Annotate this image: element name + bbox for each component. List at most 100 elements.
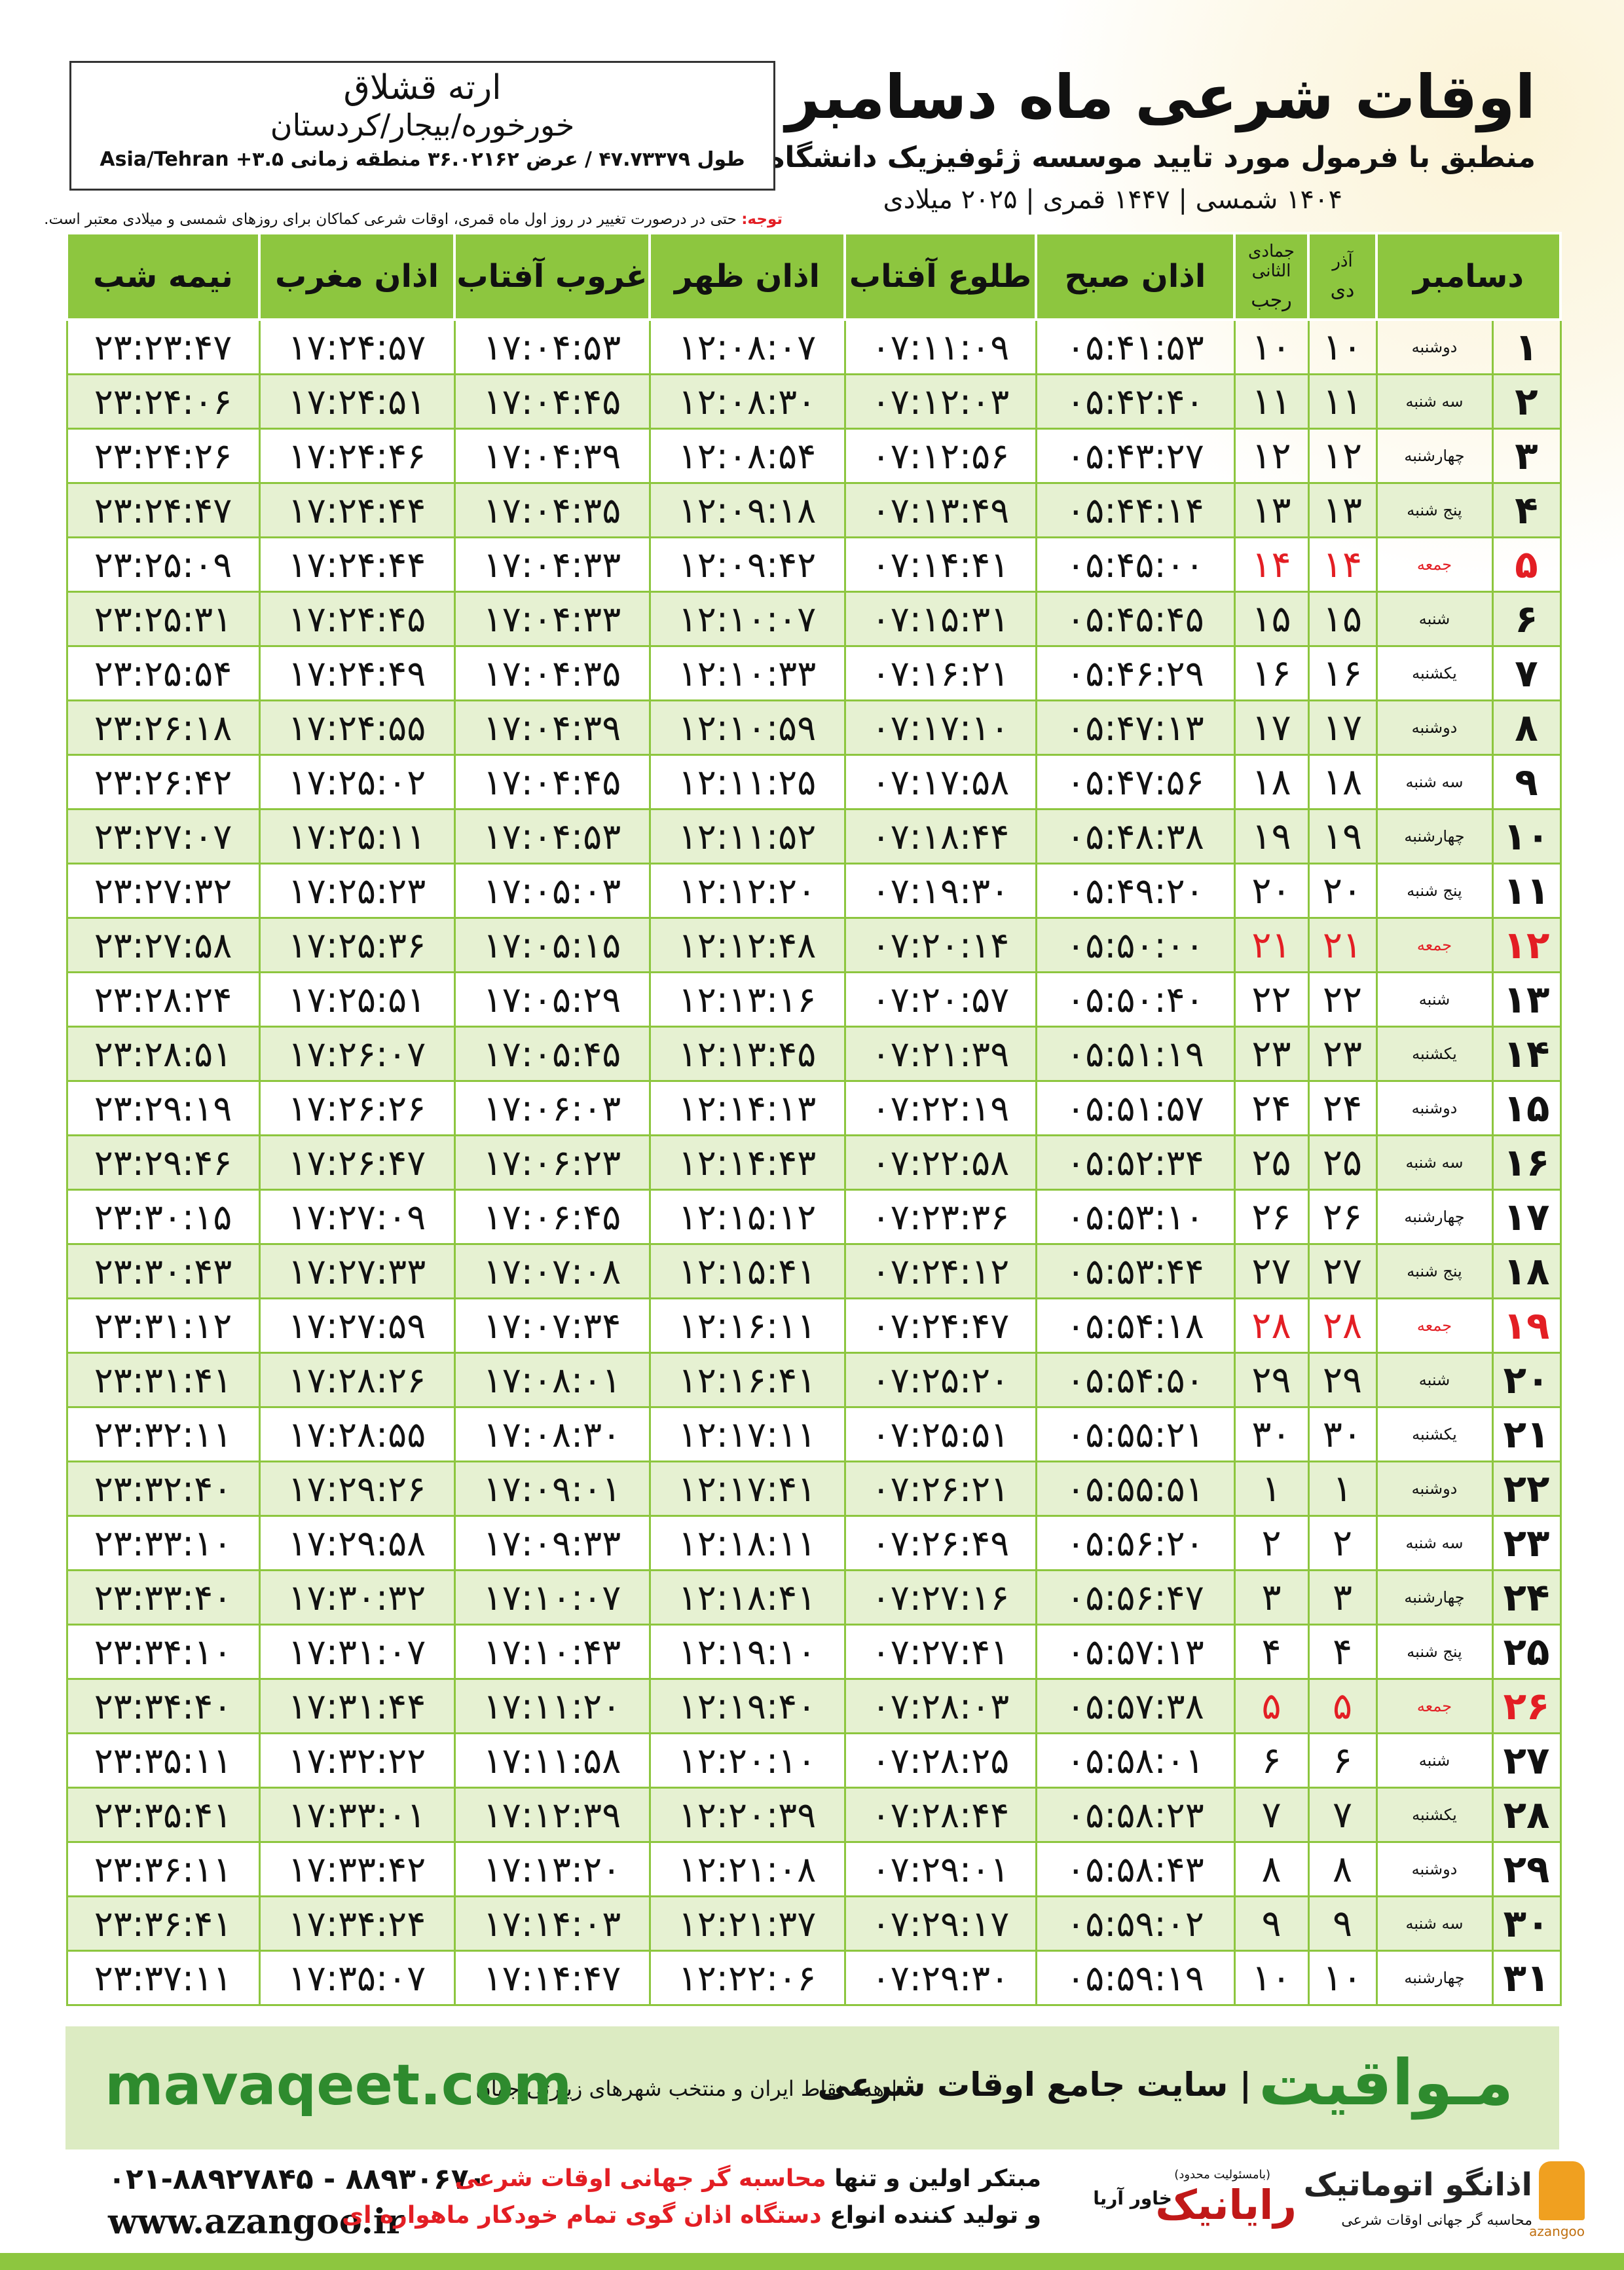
table-cell: ۱۰: [1307, 318, 1378, 375]
table-row: ۲۰ شنبه ۲۹ ۲۹ ۰۵:۵۴:۵۰ ۰۷:۲۵:۲۰ ۱۲:۱۶:۴۱ ۱۷:۰۸:…: [65, 1352, 1562, 1408]
table-cell: ۱۲:۱۱:۵۲: [648, 808, 846, 865]
table-cell: ۲۳:۲۹:۱۹: [65, 1080, 261, 1136]
table-cell: ۱۷:۲۵:۳۶: [258, 917, 456, 973]
table-cell: ۱۳: [1233, 482, 1310, 538]
table-cell: ۱۷:۱۴:۴۷: [453, 1950, 651, 2006]
table-cell: ۱۲:۱۲:۲۰: [648, 863, 846, 919]
table-cell: یکشنبه: [1375, 1026, 1494, 1082]
table-cell: ۱۷:۰۸:۳۰: [453, 1406, 651, 1462]
table-cell: ۲۳:۲۵:۳۱: [65, 591, 261, 647]
table-cell: ۱۷:۲۸:۲۶: [258, 1352, 456, 1408]
table-cell: ۲۳:۲۵:۰۹: [65, 536, 261, 593]
azangoo-icon: [1539, 2161, 1585, 2220]
footer-logo: مـواقیت: [1258, 2046, 1513, 2119]
table-cell: ۰۷:۱۳:۴۹: [843, 482, 1037, 538]
table-cell: ۱۷:۰۵:۰۳: [453, 863, 651, 919]
table-cell: ۱۲:۱۸:۴۱: [648, 1569, 846, 1626]
table-cell: ۱۲:۰۸:۳۰: [648, 373, 846, 430]
table-cell: ۱۲:۲۲:۰۶: [648, 1950, 846, 2006]
table-cell: ۲۳:۳۲:۱۱: [65, 1406, 261, 1462]
table-cell: ۱۵: [1233, 591, 1310, 647]
table-row: ۲۵ پنج شنبه ۴ ۴ ۰۵:۵۷:۱۳ ۰۷:۲۷:۴۱ ۱۲:۱۹:۱۰ ۱۷:۱…: [65, 1624, 1562, 1680]
table-cell: ۰۵:۵۵:۵۱: [1035, 1461, 1236, 1517]
table-cell: ۱۶: [1233, 645, 1310, 701]
table-cell: ۲۷: [1491, 1732, 1562, 1789]
column-header-bottom: دی: [1330, 278, 1355, 302]
table-cell: ۳: [1233, 1569, 1310, 1626]
table-cell: ۱۲: [1491, 917, 1562, 973]
table-cell: ۱۲:۱۰:۳۳: [648, 645, 846, 701]
table-cell: ۰۷:۱۱:۰۹: [843, 318, 1037, 375]
table-cell: ۲۳:۳۶:۴۱: [65, 1895, 261, 1952]
table-cell: ۰۵:۴۴:۱۴: [1035, 482, 1236, 538]
table-cell: ۷: [1233, 1787, 1310, 1843]
table-cell: ۱۷:۲۶:۴۷: [258, 1134, 456, 1191]
table-cell: ۳: [1491, 428, 1562, 484]
table-cell: ۱۷:۰۴:۳۵: [453, 645, 651, 701]
table-row: ۱۵ دوشنبه ۲۴ ۲۴ ۰۵:۵۱:۵۷ ۰۷:۲۲:۱۹ ۱۲:۱۴:۱۳ ۱۷:۰…: [65, 1080, 1562, 1136]
tagline-1: مبتکر اولین و تنها محاسبه گر جهانی اوقات…: [455, 2165, 1041, 2192]
table-cell: ۱۷:۰۶:۰۳: [453, 1080, 651, 1136]
table-cell: ۱۷:۲۷:۵۹: [258, 1297, 456, 1354]
location-box: ارته قشلاق خورخوره/بیجار/کردستان طول ۴۷.…: [69, 61, 775, 191]
table-cell: ۱۸: [1307, 754, 1378, 810]
table-cell: ۰۵:۵۳:۱۰: [1035, 1189, 1236, 1245]
table-cell: سه شنبه: [1375, 754, 1494, 810]
table-cell: یکشنبه: [1375, 645, 1494, 701]
table-cell: ۱۲:۲۱:۰۸: [648, 1841, 846, 1897]
table-cell: ۱۷:۱۴:۰۳: [453, 1895, 651, 1952]
column-header-bottom: رجب: [1251, 288, 1292, 312]
table-cell: ۲۰: [1307, 863, 1378, 919]
table-row: ۳۱ چهارشنبه ۱۰ ۱۰ ۰۵:۵۹:۱۹ ۰۷:۲۹:۳۰ ۱۲:۲۲:۰۶ ۱۷…: [65, 1950, 1562, 2006]
table-cell: ۱۲:۰۸:۰۷: [648, 318, 846, 375]
table-cell: ۱۲:۱۵:۴۱: [648, 1243, 846, 1299]
table-cell: ۱۷:۲۹:۵۸: [258, 1515, 456, 1571]
table-cell: ۱۷: [1233, 699, 1310, 756]
table-cell: ۱۷:۳۳:۴۲: [258, 1841, 456, 1897]
table-cell: ۱۷:۰۸:۰۱: [453, 1352, 651, 1408]
table-cell: چهارشنبه: [1375, 808, 1494, 865]
table-row: ۲۸ یکشنبه ۷ ۷ ۰۵:۵۸:۲۳ ۰۷:۲۸:۴۴ ۱۲:۲۰:۳۹ ۱۷:۱۲:…: [65, 1787, 1562, 1843]
table-cell: ۱۷:۳۲:۲۲: [258, 1732, 456, 1789]
note-label: توجه:: [741, 211, 783, 228]
table-cell: دوشنبه: [1375, 1461, 1494, 1517]
table-cell: ۱: [1233, 1461, 1310, 1517]
table-cell: ۱۷:۳۴:۲۴: [258, 1895, 456, 1952]
table-cell: ۱۲:۱۹:۴۰: [648, 1678, 846, 1734]
table-cell: دوشنبه: [1375, 318, 1494, 375]
table-cell: جمعه: [1375, 1678, 1494, 1734]
table-cell: ۰۷:۱۷:۱۰: [843, 699, 1037, 756]
table-cell: ۰۵:۴۷:۵۶: [1035, 754, 1236, 810]
table-cell: ۷: [1307, 1787, 1378, 1843]
table-cell: ۹: [1233, 1895, 1310, 1952]
table-cell: ۰۵:۵۸:۴۳: [1035, 1841, 1236, 1897]
table-cell: ۱۹: [1233, 808, 1310, 865]
table-cell: ۵: [1491, 536, 1562, 593]
title: اوقات شرعی ماه دسامبر: [785, 62, 1536, 132]
table-cell: ۲: [1491, 373, 1562, 430]
table-cell: شنبه: [1375, 1352, 1494, 1408]
table-cell: ۰۵:۵۲:۳۴: [1035, 1134, 1236, 1191]
table-cell: ۰۵:۵۹:۰۲: [1035, 1895, 1236, 1952]
tagline-text: مبتکر اولین و تنها: [826, 2165, 1041, 2192]
table-cell: ۰۵:۵۳:۴۴: [1035, 1243, 1236, 1299]
table-cell: ۱۷:۰۴:۳۵: [453, 482, 651, 538]
table-cell: ۲۳:۲۶:۴۲: [65, 754, 261, 810]
table-cell: ۱۱: [1233, 373, 1310, 430]
table-cell: ۲۳:۲۵:۵۴: [65, 645, 261, 701]
table-cell: ۲۳:۲۶:۱۸: [65, 699, 261, 756]
table-cell: ۲۳:۲۸:۵۱: [65, 1026, 261, 1082]
table-cell: ۱۷:۲۵:۰۲: [258, 754, 456, 810]
table-cell: ۲۴: [1491, 1569, 1562, 1626]
header-row: دسامبر آذر دی جمادی الثانی رجب اذان صبح طلوع آ…: [65, 232, 1562, 321]
table-cell: ۱۷:۰۶:۴۵: [453, 1189, 651, 1245]
table-cell: ۰۷:۲۸:۴۴: [843, 1787, 1037, 1843]
table-cell: ۰۵:۵۹:۱۹: [1035, 1950, 1236, 2006]
table-cell: ۱۷:۰۵:۱۵: [453, 917, 651, 973]
table-cell: ۲۳:۳۵:۱۱: [65, 1732, 261, 1789]
table-cell: ۰۵:۵۸:۰۱: [1035, 1732, 1236, 1789]
table-cell: ۴: [1307, 1624, 1378, 1680]
table-cell: ۱۷:۰۷:۳۴: [453, 1297, 651, 1354]
table-cell: ۰۷:۲۴:۱۲: [843, 1243, 1037, 1299]
